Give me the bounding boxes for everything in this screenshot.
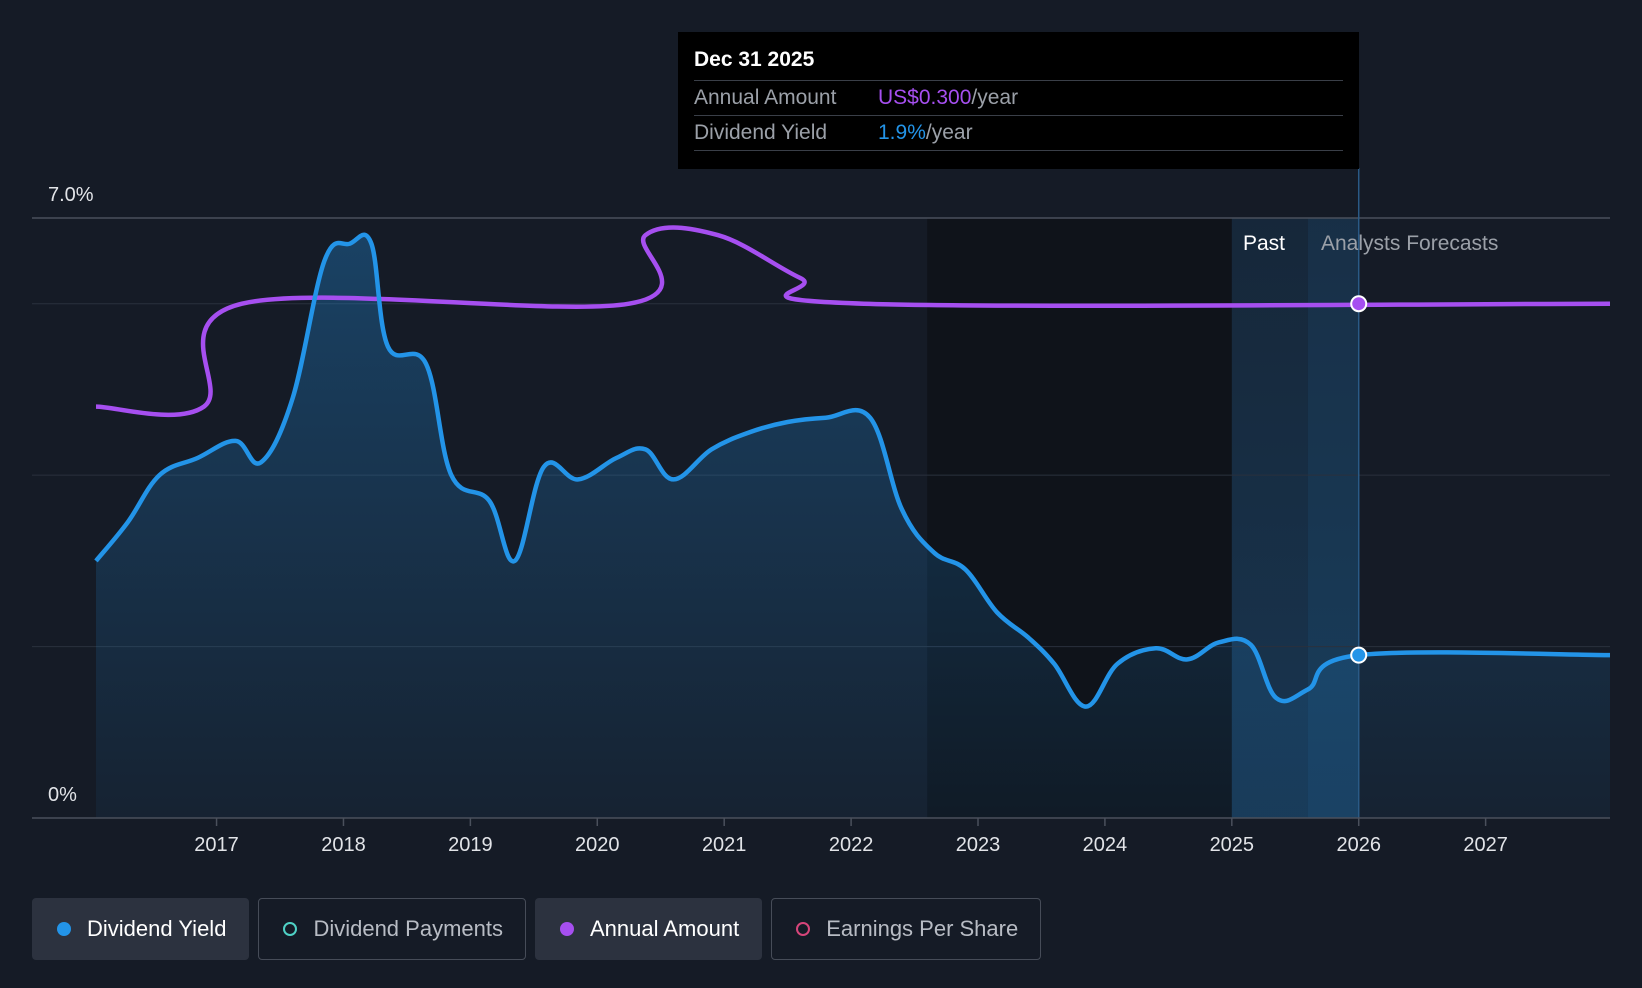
legend-ring-icon [796,922,811,936]
legend-dividend-payments[interactable]: Dividend Payments [258,898,526,960]
tooltip-yield-value: 1.9% [878,121,926,144]
forecast-label: Analysts Forecasts [1321,232,1498,255]
tooltip-annual-label: Annual Amount [694,86,837,109]
x-tick-label: 2025 [1210,834,1255,856]
y-tick-min: 0% [48,784,77,806]
legend-label: Earnings Per Share [826,916,1019,941]
x-tick-label: 2024 [1083,834,1128,856]
legend-earnings-per-share[interactable]: Earnings Per Share [771,898,1042,960]
tooltip-yield-row: Dividend Yield 1.9%/year [694,116,1343,151]
tooltip-date: Dec 31 2025 [694,46,1343,81]
tooltip: Dec 31 2025 Annual Amount US$0.300/year D… [678,32,1359,169]
x-tick-label: 2017 [194,834,239,856]
tooltip-yield-label: Dividend Yield [694,121,828,144]
axes: 2017 2018 2019 2020 2021 2022 2023 2024 2025 2026… [32,817,1610,856]
legend-label: Dividend Yield [87,916,227,941]
x-tick-label: 2020 [575,834,620,856]
dividend-yield-marker[interactable] [1350,646,1368,664]
tooltip-annual-value: US$0.300 [878,86,972,109]
tooltip-annual-unit: /year [971,86,1019,109]
dividend-yield-line[interactable] [94,232,1611,709]
tooltip-annual-row: Annual Amount US$0.300/year [694,81,1343,116]
legend-dividend-yield[interactable]: Dividend Yield [32,898,250,960]
annual-amount-marker[interactable] [1350,295,1368,313]
tooltip-yield-unit: /year [925,121,973,144]
legend: Dividend Yield Dividend Payments Annual … [32,898,1042,960]
past-label: Past [1243,232,1285,255]
dividend-yield-area [96,234,1610,818]
annual-amount-line[interactable] [95,225,1611,418]
x-tick-label: 2022 [829,834,874,856]
x-tick-label: 2018 [321,834,366,856]
legend-dot-icon [57,922,71,936]
legend-label: Dividend Payments [313,916,503,941]
legend-dot-icon [559,922,574,936]
legend-label: Annual Amount [589,916,740,941]
legend-ring-icon [283,922,298,936]
x-tick-label: 2026 [1336,834,1381,856]
x-tick-label: 2021 [702,834,747,856]
legend-annual-amount[interactable]: Annual Amount [534,898,763,960]
x-tick-label: 2027 [1463,834,1508,856]
x-tick-label: 2023 [956,834,1001,856]
y-tick-max: 7.0% [48,184,94,206]
dividend-chart: 2017 2018 2019 2020 2021 2022 2023 2024 2025 2026… [32,168,1611,856]
x-tick-label: 2019 [448,834,493,856]
